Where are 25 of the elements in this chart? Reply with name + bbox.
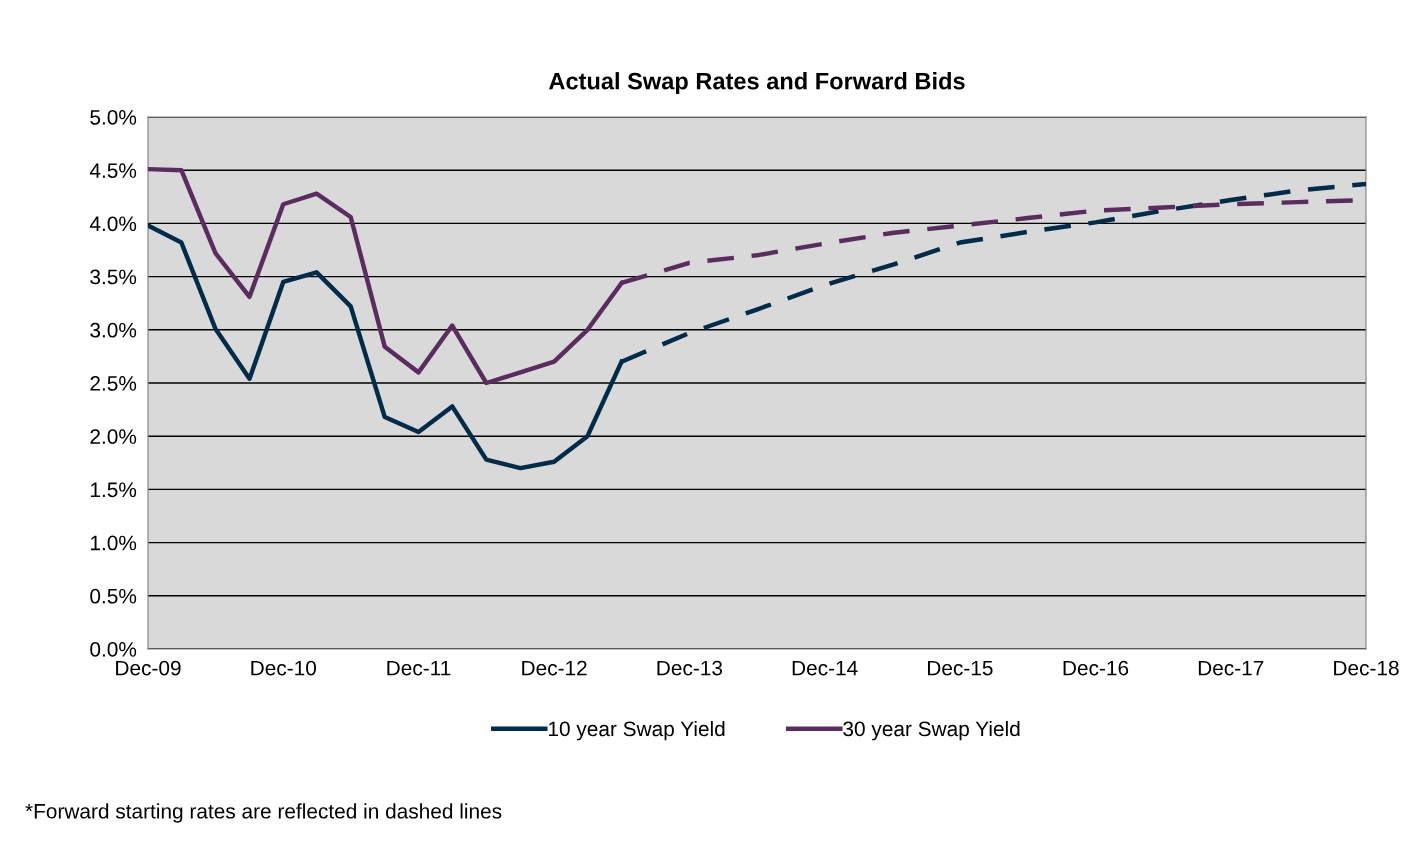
y-tick-label: 3.0% [90, 322, 137, 338]
y-tick-label: 5.0% [90, 110, 137, 125]
y-tick-label: 0.5% [90, 588, 137, 604]
x-tick-label: Dec-18 [1334, 660, 1399, 676]
x-tick-label: Dec-14 [792, 660, 858, 676]
y-tick-label: 0.0% [90, 642, 137, 657]
y-tick-label: 2.5% [90, 376, 137, 391]
chart-title: Actual Swap Rates and Forward Bids [548, 72, 965, 95]
text: *Forward starting rates are reflected in dashed lines [25, 803, 502, 823]
x-tick-label: Dec-16 [1063, 660, 1129, 676]
x-tick-label: Dec-09 [116, 660, 181, 676]
y-tick-label: 2.0% [90, 429, 137, 444]
y-tick-label: 1.5% [90, 482, 137, 498]
x-tick-label: Dec-10 [251, 660, 317, 676]
x-tick-label: Dec-17 [1198, 660, 1264, 676]
legend-label: 10 year Swap Yield [548, 720, 725, 741]
legend-label: 30 year Swap Yield [843, 720, 1020, 741]
x-tick-label: Dec-11 [387, 660, 451, 676]
y-tick-label: 4.5% [89, 163, 137, 178]
y-tick-label: 4.0% [89, 216, 137, 232]
x-tick-label: Dec-12 [522, 660, 587, 676]
x-tick-label: Dec-13 [657, 660, 723, 676]
x-tick-label: Dec-15 [928, 660, 993, 676]
y-tick-label: 3.5% [90, 269, 137, 285]
y-tick-label: 1.0% [90, 535, 137, 551]
